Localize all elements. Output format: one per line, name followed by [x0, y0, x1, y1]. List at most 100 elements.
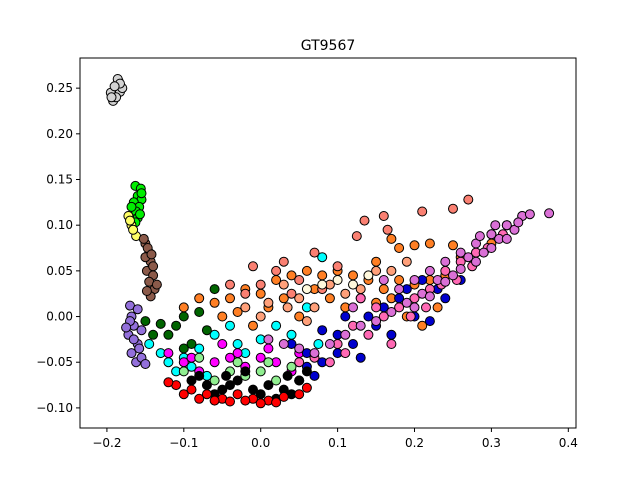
scatter-point [163, 329, 174, 340]
scatter-point [225, 396, 235, 407]
scatter-point [421, 302, 431, 313]
scatter-point [232, 389, 243, 400]
scatter-point [278, 339, 289, 349]
scatter-point [340, 348, 351, 359]
y-tick-label: 0.05 [46, 264, 73, 278]
scatter-point [178, 311, 189, 322]
scatter-point [263, 334, 274, 345]
scatter-point [463, 194, 474, 205]
scatter-point [409, 302, 420, 313]
scatter-point [138, 233, 149, 244]
scatter-point [513, 217, 524, 228]
scatter-point [301, 382, 312, 393]
scatter-point [417, 320, 428, 331]
scatter-point [478, 247, 489, 258]
scatter-point [332, 261, 343, 272]
scatter-point [386, 265, 397, 276]
scatter-point [332, 275, 343, 285]
scatter-point [313, 339, 324, 349]
scatter-point [151, 279, 162, 290]
scatter-point [263, 357, 274, 368]
scatter-point [301, 265, 312, 276]
scatter-point [136, 188, 147, 199]
scatter-point [363, 329, 374, 340]
scatter-point [263, 380, 274, 391]
scatter-point [232, 348, 243, 359]
scatter-point [263, 297, 274, 308]
scatter-point [348, 270, 358, 281]
scatter-point [132, 304, 143, 315]
scatter-point [240, 302, 251, 313]
scatter-point [348, 302, 358, 313]
scatter-point [126, 348, 137, 359]
scatter-point [363, 311, 374, 322]
scatter-point [448, 270, 458, 281]
scatter-point [209, 357, 220, 368]
scatter-point [386, 339, 397, 349]
scatter-point [294, 389, 305, 400]
scatter-point [271, 375, 282, 386]
scatter-point [448, 240, 458, 251]
scatter-point [471, 256, 481, 267]
scatter-point [440, 276, 451, 287]
axes-layer: −0.2 −0.1 0.0 0.1 0.2 0.3 0.4 −0.10 −0.05 0.00 0.0… [36, 81, 578, 450]
x-tick-label: 0.3 [482, 436, 501, 450]
scatter-point [278, 279, 289, 290]
y-tick-label: 0.25 [46, 81, 73, 95]
scatter-point [136, 325, 147, 336]
scatter-point [125, 215, 135, 226]
scatter-point [201, 389, 212, 400]
scatter-point [209, 284, 220, 295]
y-tick-label: −0.05 [36, 355, 73, 369]
scatter-point [378, 275, 389, 285]
scatter-point [146, 249, 157, 260]
scatter-point [209, 395, 220, 406]
scatter-point [355, 320, 366, 331]
scatter-point [324, 293, 335, 304]
scatter-point [309, 370, 320, 381]
scatter-point [448, 203, 458, 214]
scatter-point [317, 325, 328, 336]
scatter-point [432, 302, 443, 313]
y-tick-label: 0.20 [46, 127, 73, 141]
x-tick-label: 0.2 [405, 436, 424, 450]
scatter-point [232, 375, 243, 386]
scatter-point [232, 357, 243, 368]
x-tick-label: −0.1 [169, 436, 198, 450]
scatter-point [309, 348, 320, 359]
scatter-point [417, 206, 428, 217]
scatter-point [248, 320, 258, 331]
scatter-point [378, 284, 389, 295]
y-tick-label: −0.10 [36, 401, 73, 415]
scatter-point [240, 395, 251, 406]
scatter-point [355, 352, 366, 363]
scatter-point [424, 238, 435, 249]
scatter-point [271, 397, 282, 408]
scatter-point [134, 343, 145, 354]
scatter-point [255, 366, 266, 377]
scatter-point [340, 329, 351, 340]
scatter-point [324, 357, 335, 368]
scatter-point [371, 265, 382, 276]
scatter-point [286, 288, 297, 299]
scatter-point [282, 302, 293, 313]
scatter-point [194, 370, 205, 381]
scatter-point [282, 370, 293, 381]
scatter-point [178, 343, 189, 354]
scatter-point [317, 270, 328, 281]
scatter-point [240, 288, 251, 299]
scatter-point [371, 316, 382, 327]
plot-frame [79, 57, 577, 429]
scatter-point [232, 339, 243, 349]
scatter-point [194, 352, 205, 363]
scatter-point [178, 302, 189, 313]
scatter-point [186, 384, 197, 395]
scatter-point [309, 302, 320, 313]
x-tick-label: 0.4 [559, 436, 578, 450]
scatter-point [194, 393, 205, 404]
scatter-point [255, 288, 266, 299]
scatter-point [148, 329, 159, 340]
scatter-point [141, 286, 152, 296]
